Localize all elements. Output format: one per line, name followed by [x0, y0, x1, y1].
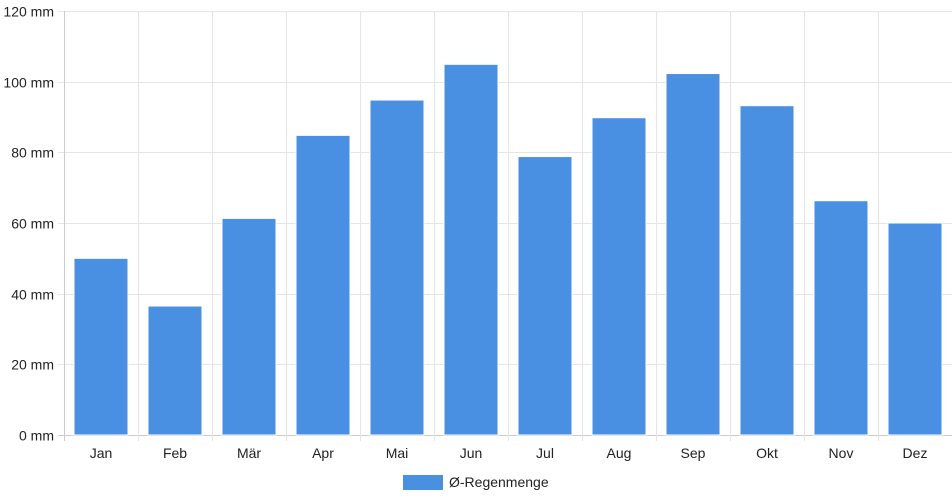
x-tick-label: Feb — [163, 445, 187, 461]
bar-Jul[interactable] — [517, 156, 573, 436]
legend[interactable]: Ø-Regenmenge — [403, 474, 549, 490]
y-tick-label: 20 mm — [11, 357, 54, 373]
y-tick-label: 100 mm — [3, 75, 54, 91]
y-tick-label: 0 mm — [19, 428, 54, 444]
bar-Jun[interactable] — [443, 63, 499, 436]
x-tick-label: Apr — [312, 445, 334, 461]
x-tick-label: Okt — [756, 445, 778, 461]
grid-lines — [58, 11, 952, 441]
bar-Okt[interactable] — [739, 105, 795, 436]
x-tick-label: Sep — [681, 445, 706, 461]
bar-Dez[interactable] — [887, 222, 943, 436]
x-tick-label: Jan — [90, 445, 113, 461]
legend-label[interactable]: Ø-Regenmenge — [449, 474, 549, 490]
bar-Nov[interactable] — [813, 200, 869, 436]
y-tick-label: 120 mm — [3, 4, 54, 20]
bar-Aug[interactable] — [591, 117, 647, 436]
bar-Mai[interactable] — [369, 99, 425, 436]
x-tick-label: Aug — [607, 445, 632, 461]
bar-Mär[interactable] — [221, 217, 277, 436]
x-tick-label: Jun — [460, 445, 483, 461]
x-tick-label: Mär — [237, 445, 261, 461]
x-tick-label: Dez — [903, 445, 928, 461]
y-tick-label: 60 mm — [11, 216, 54, 232]
y-tick-label: 80 mm — [11, 145, 54, 161]
bars — [73, 63, 943, 436]
bar-Feb[interactable] — [147, 305, 203, 436]
x-tick-label: Jul — [536, 445, 554, 461]
axes: 0 mm 20 mm 40 mm 60 mm 80 mm 100 mm 120 mm Jan F… — [3, 4, 927, 462]
bar-Apr[interactable] — [295, 134, 351, 436]
y-tick-label: 40 mm — [11, 287, 54, 303]
x-tick-label: Nov — [829, 445, 854, 461]
bar-Sep[interactable] — [665, 73, 721, 436]
bar-Jan[interactable] — [73, 257, 129, 436]
legend-swatch[interactable] — [403, 475, 443, 490]
x-tick-label: Mai — [386, 445, 409, 461]
